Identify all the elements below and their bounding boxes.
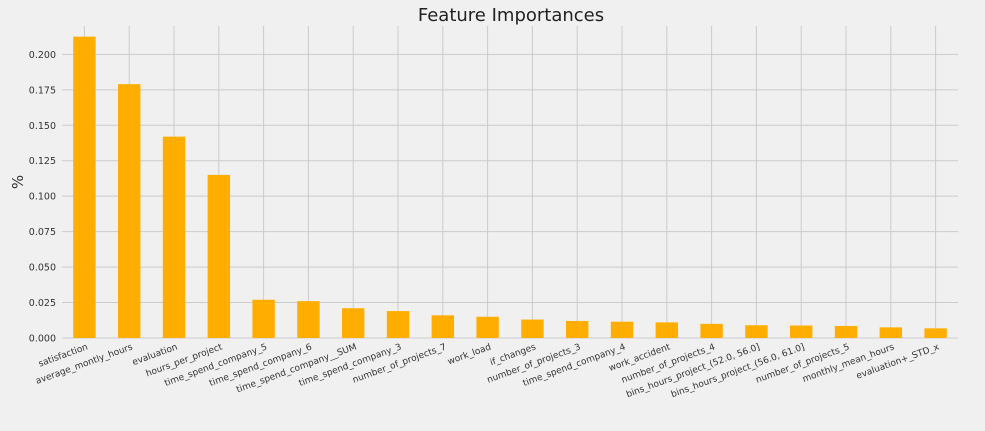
bar xyxy=(521,319,544,338)
bar xyxy=(879,327,902,338)
bar xyxy=(476,316,499,338)
bar xyxy=(924,328,947,338)
bar xyxy=(297,301,320,338)
bar xyxy=(655,322,678,338)
bar xyxy=(118,84,141,339)
bar xyxy=(745,325,768,338)
y-tick-label: 0.000 xyxy=(29,334,56,345)
y-tick-label: 0.150 xyxy=(29,121,56,132)
y-tick-label: 0.200 xyxy=(29,50,56,61)
y-tick-label: 0.100 xyxy=(29,192,56,203)
y-tick-label: 0.175 xyxy=(29,85,56,96)
bar xyxy=(386,311,410,338)
bar xyxy=(700,323,723,338)
y-tick-label: 0.050 xyxy=(29,263,56,274)
y-tick-label: 0.125 xyxy=(29,156,56,167)
bar xyxy=(834,325,858,338)
y-tick-label: 0.075 xyxy=(29,227,56,238)
bar xyxy=(566,320,589,338)
y-tick-labels: 0.000 0.025 0.050 0.075 0.100 0.125 0.150 0.175… xyxy=(29,50,56,345)
bar xyxy=(342,308,365,338)
y-tick-label: 0.025 xyxy=(29,298,56,309)
bar xyxy=(610,321,634,338)
bar xyxy=(207,174,230,338)
chart-title: Feature Importances xyxy=(418,5,604,26)
bar xyxy=(162,136,186,338)
bar xyxy=(73,36,96,339)
bars xyxy=(73,36,947,339)
bar xyxy=(252,299,275,338)
bar xyxy=(790,325,813,338)
bar xyxy=(431,315,454,338)
y-axis-label: % xyxy=(9,175,27,189)
